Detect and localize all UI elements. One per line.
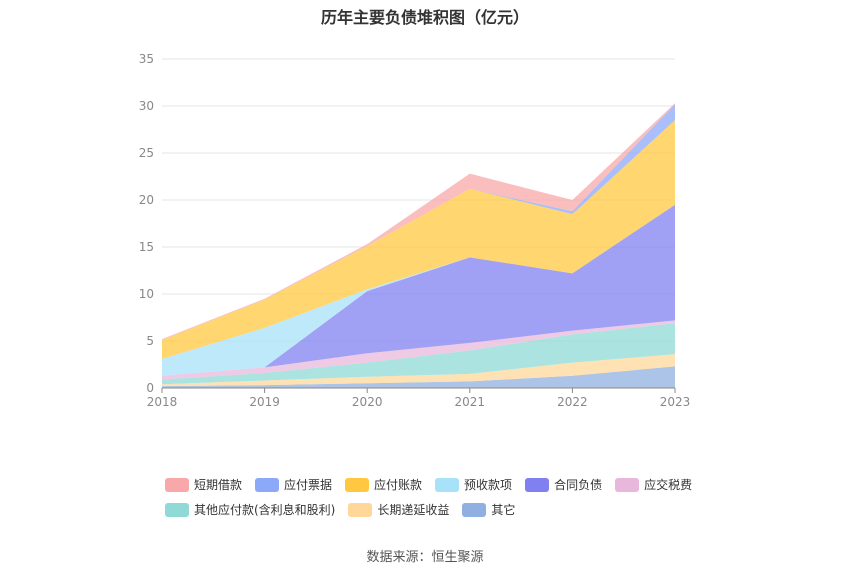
area-其他应付款(含利息和股利) bbox=[162, 323, 675, 385]
legend-label: 短期借款 bbox=[194, 478, 243, 492]
legend-swatch bbox=[615, 477, 640, 492]
y-tick-label: 35 bbox=[139, 52, 154, 66]
legend-item[interactable]: 其他应付款(含利息和股利) bbox=[165, 501, 335, 518]
area-预收款项 bbox=[162, 204, 675, 376]
x-tick-label: 2020 bbox=[352, 395, 383, 409]
x-tick-label: 2021 bbox=[455, 395, 486, 409]
legend-label: 应交税费 bbox=[644, 478, 693, 492]
legend-label: 应付账款 bbox=[374, 478, 423, 492]
x-tick-label: 2019 bbox=[249, 395, 280, 409]
legend-label: 其它 bbox=[491, 503, 516, 517]
legend-row: 短期借款 应付票据 应付账款 预收款项 合同负债 应交税费 bbox=[165, 472, 725, 497]
area-其它 bbox=[162, 366, 675, 388]
y-tick-label: 0 bbox=[146, 381, 154, 395]
x-tick-label: 2022 bbox=[557, 395, 588, 409]
legend-item[interactable]: 长期递延收益 bbox=[348, 501, 449, 518]
legend-swatch bbox=[165, 477, 189, 492]
legend-swatch bbox=[435, 477, 460, 492]
legend-swatch bbox=[345, 477, 370, 492]
area-series bbox=[162, 103, 675, 388]
x-tick-label: 2018 bbox=[147, 395, 178, 409]
legend-swatch bbox=[462, 502, 487, 517]
legend-item[interactable]: 合同负债 bbox=[525, 476, 602, 493]
legend-item[interactable]: 其它 bbox=[462, 501, 515, 518]
y-tick-label: 30 bbox=[139, 99, 154, 113]
legend-item[interactable]: 短期借款 bbox=[165, 476, 242, 493]
legend-swatch bbox=[255, 477, 280, 492]
chart-title: 历年主要负债堆积图（亿元） bbox=[320, 8, 529, 27]
legend-item[interactable]: 应交税费 bbox=[615, 476, 692, 493]
x-tick-label: 2023 bbox=[660, 395, 691, 409]
area-合同负债 bbox=[162, 204, 675, 376]
y-tick-label: 10 bbox=[139, 287, 154, 301]
legend-label: 长期递延收益 bbox=[377, 503, 450, 517]
legend-row: 其他应付款(含利息和股利) 长期递延收益 其它 bbox=[165, 497, 725, 522]
legend-item[interactable]: 应付票据 bbox=[255, 476, 332, 493]
y-tick-label: 5 bbox=[146, 334, 154, 348]
legend: 短期借款 应付票据 应付账款 预收款项 合同负债 应交税费 其他应付款(含利息和股利) 长期… bbox=[165, 472, 725, 522]
area-长期递延收益 bbox=[162, 354, 675, 387]
area-应交税费 bbox=[162, 320, 675, 380]
legend-swatch bbox=[525, 477, 550, 492]
legend-label: 预收款项 bbox=[464, 478, 513, 492]
legend-item[interactable]: 预收款项 bbox=[435, 476, 512, 493]
legend-label: 合同负债 bbox=[554, 478, 603, 492]
area-应付账款 bbox=[162, 120, 675, 359]
legend-label: 其他应付款(含利息和股利) bbox=[194, 503, 336, 517]
legend-swatch bbox=[348, 502, 373, 517]
data-source: 数据来源：恒生聚源 bbox=[366, 550, 484, 565]
y-tick-label: 25 bbox=[139, 146, 154, 160]
legend-item[interactable]: 应付账款 bbox=[345, 476, 422, 493]
y-tick-label: 20 bbox=[139, 193, 154, 207]
legend-swatch bbox=[165, 502, 189, 517]
y-tick-label: 15 bbox=[139, 240, 154, 254]
axes: 0 5 10 15 20 25 30 35 2018 2019 2020 2021 2022 2023 bbox=[139, 52, 691, 409]
stacked-area-chart: 0 5 10 15 20 25 30 35 2018 2019 2020 2021 2022 2023 bbox=[139, 52, 691, 409]
legend-label: 应付票据 bbox=[284, 478, 333, 492]
